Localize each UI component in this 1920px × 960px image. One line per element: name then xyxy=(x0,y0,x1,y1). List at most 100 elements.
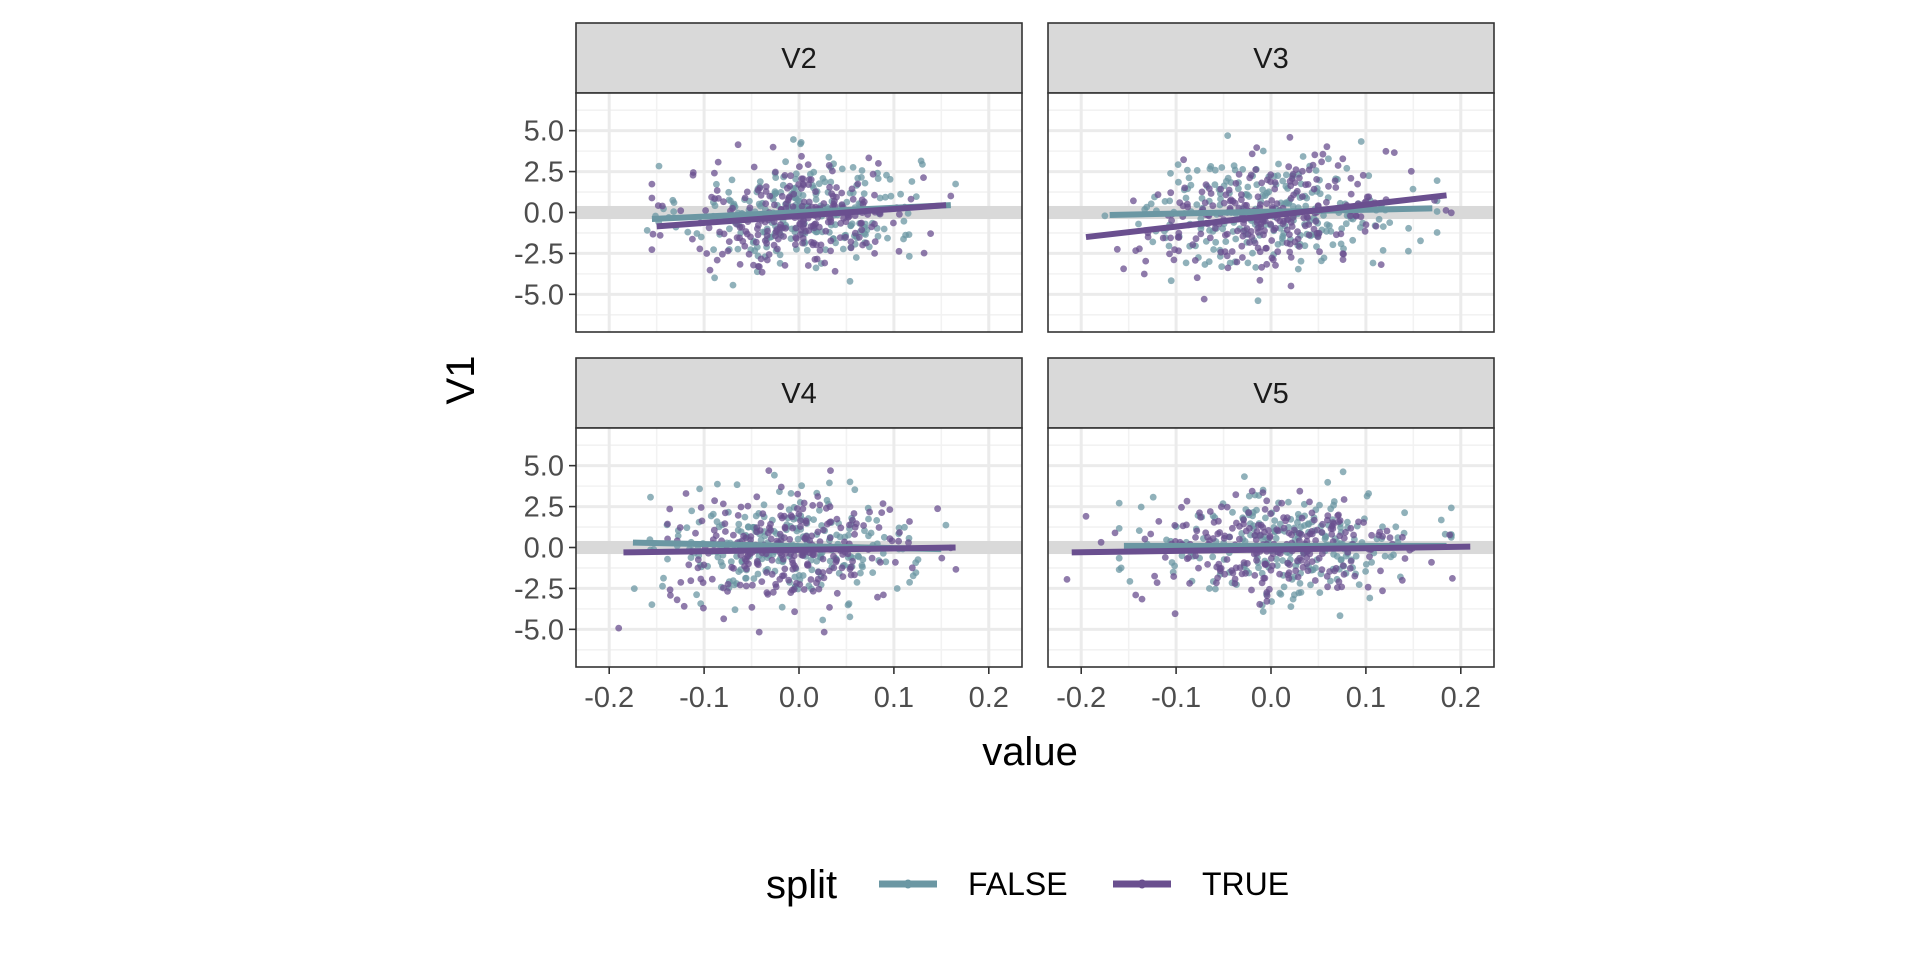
data-point-true xyxy=(795,510,803,518)
data-point-false xyxy=(1300,500,1308,508)
data-point-false xyxy=(1232,235,1240,243)
data-point-true xyxy=(682,490,690,497)
data-point-true xyxy=(817,241,825,249)
data-point-false xyxy=(1339,468,1347,476)
data-point-false xyxy=(1282,171,1290,179)
data-point-true xyxy=(1324,512,1332,520)
data-point-true xyxy=(700,561,708,569)
data-point-true xyxy=(875,160,882,167)
data-point-true xyxy=(1251,531,1259,539)
x-tick-label: 0.2 xyxy=(1441,682,1481,714)
data-point-true xyxy=(1221,248,1229,256)
data-point-true xyxy=(1310,225,1318,233)
data-point-true xyxy=(754,186,762,194)
data-point-true xyxy=(886,506,894,513)
data-point-false xyxy=(1174,161,1182,169)
data-point-true xyxy=(1364,583,1372,591)
data-point-true xyxy=(753,493,761,501)
data-point-true xyxy=(1323,143,1331,151)
data-point-false xyxy=(1117,564,1125,572)
data-point-true xyxy=(708,575,716,583)
data-point-false xyxy=(819,616,827,624)
data-point-true xyxy=(656,232,664,239)
data-point-true xyxy=(1223,503,1231,511)
data-point-true xyxy=(833,589,841,597)
data-point-true xyxy=(1248,150,1256,158)
data-point-true xyxy=(781,262,789,269)
data-point-false xyxy=(711,274,718,282)
data-point-true xyxy=(1283,239,1291,247)
data-point-true xyxy=(1228,248,1236,255)
data-point-false xyxy=(782,158,789,166)
legend-label-false: FALSE xyxy=(968,866,1068,902)
data-point-true xyxy=(765,467,773,474)
data-point-true xyxy=(820,200,828,207)
data-point-true xyxy=(615,624,623,632)
data-point-true xyxy=(1244,231,1252,238)
data-point-true xyxy=(648,246,656,254)
data-point-true xyxy=(795,181,802,188)
data-point-true xyxy=(859,241,866,249)
data-point-true xyxy=(1287,254,1295,261)
data-point-true xyxy=(837,524,845,532)
data-point-true xyxy=(1323,198,1330,206)
data-point-true xyxy=(696,245,704,253)
data-point-false xyxy=(776,251,784,259)
data-point-true xyxy=(1332,184,1340,191)
data-point-true xyxy=(716,228,723,236)
data-point-true xyxy=(1201,199,1209,207)
data-point-true xyxy=(827,467,834,474)
data-point-true xyxy=(796,163,803,171)
data-point-true xyxy=(1180,156,1187,164)
data-point-true xyxy=(1318,529,1326,536)
data-point-true xyxy=(1399,533,1406,541)
data-point-true xyxy=(1338,583,1346,591)
data-point-true xyxy=(719,250,726,258)
data-point-true xyxy=(758,268,766,276)
data-point-false xyxy=(660,574,667,582)
data-point-false xyxy=(845,531,852,539)
data-point-false xyxy=(1362,561,1370,568)
data-point-true xyxy=(1306,498,1313,506)
data-point-true xyxy=(807,176,815,184)
data-point-true xyxy=(1253,144,1261,152)
legend-key-dot-false xyxy=(903,879,913,889)
data-point-true xyxy=(1285,575,1293,582)
data-point-true xyxy=(1197,230,1205,238)
data-point-true xyxy=(1176,199,1184,207)
data-point-true xyxy=(798,203,806,210)
data-point-true xyxy=(1352,212,1360,220)
data-point-true xyxy=(829,167,836,175)
data-point-true xyxy=(1283,215,1291,223)
data-point-true xyxy=(1236,564,1244,571)
data-point-false xyxy=(1297,257,1305,265)
data-point-true xyxy=(1311,151,1319,159)
data-point-false xyxy=(725,196,733,204)
data-point-true xyxy=(1257,531,1264,539)
data-point-true xyxy=(789,203,797,211)
data-point-true xyxy=(762,188,770,195)
data-point-true xyxy=(1111,529,1119,537)
data-point-false xyxy=(1205,258,1213,265)
data-point-false xyxy=(670,199,678,207)
data-point-false xyxy=(1387,553,1395,561)
data-point-false xyxy=(857,569,864,577)
data-point-true xyxy=(1351,572,1359,580)
data-point-true xyxy=(755,628,763,636)
data-point-false xyxy=(792,175,800,183)
data-point-false xyxy=(727,558,735,566)
data-point-false xyxy=(725,188,733,196)
data-point-true xyxy=(1303,560,1311,568)
fit-line-false xyxy=(1109,205,1433,218)
data-point-true xyxy=(1267,555,1275,562)
data-point-true xyxy=(1336,532,1344,540)
data-point-true xyxy=(1261,560,1269,568)
data-point-true xyxy=(705,224,713,232)
data-point-true xyxy=(1290,191,1297,199)
data-point-true xyxy=(812,188,819,196)
data-point-true xyxy=(1159,234,1167,242)
data-point-true xyxy=(1233,258,1241,266)
facet-strip-v2 xyxy=(575,22,1023,94)
data-point-true xyxy=(773,226,781,233)
data-point-false xyxy=(859,563,866,571)
